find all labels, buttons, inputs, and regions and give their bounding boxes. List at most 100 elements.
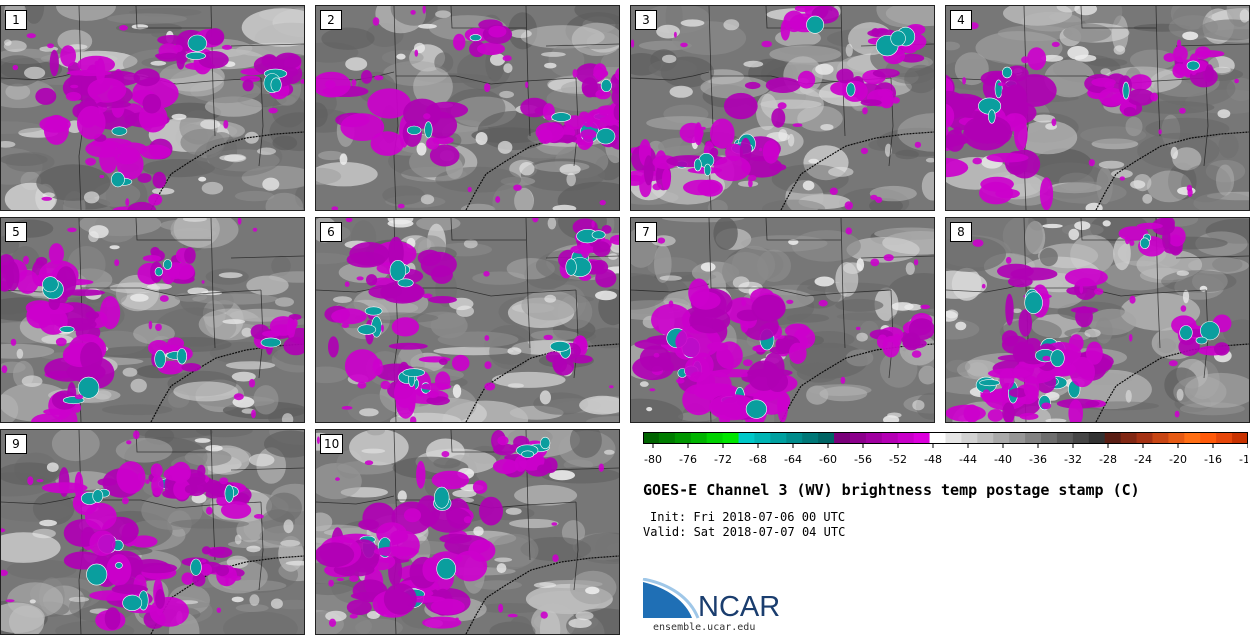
bright-cloud bbox=[194, 438, 211, 443]
scattered-cell bbox=[673, 31, 677, 38]
bright-cloud bbox=[539, 390, 551, 405]
bright-cloud bbox=[659, 275, 682, 281]
colorbar-swatch bbox=[961, 432, 978, 444]
convection-blob bbox=[181, 363, 201, 372]
scattered-cell bbox=[1088, 159, 1095, 167]
convection-blob bbox=[1129, 74, 1152, 91]
convection-blob bbox=[201, 546, 211, 555]
bright-cloud bbox=[568, 618, 592, 628]
member-label: 1 bbox=[5, 10, 27, 30]
cloud-texture bbox=[507, 616, 534, 634]
cloud-texture bbox=[1, 121, 44, 134]
scattered-cell bbox=[1, 365, 8, 374]
cloud-texture bbox=[874, 287, 899, 321]
bright-cloud bbox=[435, 10, 451, 18]
bright-cloud bbox=[552, 204, 577, 210]
scattered-cell bbox=[344, 281, 350, 287]
cold-cloud-core bbox=[389, 259, 407, 282]
bright-cloud bbox=[418, 23, 437, 29]
scattered-cell bbox=[883, 254, 894, 262]
convection-blob bbox=[431, 470, 470, 490]
bright-cloud bbox=[147, 283, 172, 290]
boundary-line bbox=[545, 43, 619, 47]
convection-blob bbox=[592, 241, 611, 257]
bright-cloud bbox=[905, 262, 915, 275]
boundary-line bbox=[258, 77, 264, 167]
boundary-line bbox=[525, 6, 531, 137]
bright-cloud bbox=[46, 462, 59, 472]
convection-blob bbox=[197, 464, 206, 477]
convection-blob bbox=[453, 33, 466, 51]
cloud-texture bbox=[1, 394, 19, 422]
scattered-cell bbox=[70, 84, 79, 89]
boundary-line bbox=[1203, 77, 1209, 167]
boundary-line bbox=[573, 501, 579, 591]
scattered-cell bbox=[201, 559, 207, 563]
colorbar: -80 -76 -72 -68 -64 -60 -56 -52 -48 -44 -40 -36 -32 -… bbox=[643, 432, 1248, 466]
cloud-texture bbox=[846, 237, 920, 263]
cold-cloud-core bbox=[270, 77, 282, 93]
bright-cloud bbox=[463, 239, 478, 249]
convection-blob bbox=[62, 289, 105, 296]
coastline bbox=[465, 555, 619, 634]
cloud-texture bbox=[266, 492, 302, 523]
cloud-texture bbox=[184, 448, 232, 467]
cold-cloud-core bbox=[1122, 81, 1130, 100]
cloud-texture bbox=[382, 185, 425, 205]
scattered-cell bbox=[372, 17, 380, 26]
cloud-texture bbox=[707, 199, 728, 210]
boundary-line bbox=[81, 287, 262, 297]
member-panel-8: 8 bbox=[945, 217, 1250, 423]
colorbar-tick-label: -48 bbox=[924, 453, 942, 466]
colorbar-tick-label: -40 bbox=[994, 453, 1012, 466]
convection-blob bbox=[836, 68, 854, 84]
cloud-texture bbox=[918, 365, 934, 385]
bright-cloud bbox=[912, 400, 925, 411]
convection-blob bbox=[946, 127, 949, 137]
cloud-texture bbox=[107, 13, 187, 24]
cloud-texture bbox=[579, 395, 619, 415]
convection-blob bbox=[797, 70, 816, 89]
convection-blob bbox=[631, 174, 645, 186]
boundary-line bbox=[1080, 6, 1156, 29]
convection-blob bbox=[615, 67, 619, 81]
cold-cloud-core bbox=[433, 486, 450, 509]
scattered-cell bbox=[870, 194, 878, 200]
boundary-line bbox=[396, 287, 577, 297]
convection-blob bbox=[882, 335, 900, 358]
bright-cloud bbox=[1074, 221, 1091, 231]
bright-cloud bbox=[280, 539, 301, 547]
bright-cloud bbox=[494, 557, 513, 563]
cloud-texture bbox=[1002, 218, 1043, 256]
convection-blob bbox=[426, 396, 450, 406]
cold-cloud-core bbox=[154, 267, 163, 277]
cloud-texture bbox=[1025, 220, 1046, 255]
scattered-cell bbox=[775, 334, 785, 339]
convection-blob bbox=[160, 344, 181, 352]
cloud-texture bbox=[1193, 192, 1249, 210]
cloud-texture bbox=[434, 52, 454, 73]
scattered-cell bbox=[237, 218, 242, 225]
convection-blob bbox=[340, 113, 385, 141]
convection-blob bbox=[766, 371, 789, 392]
satellite-map bbox=[316, 6, 619, 210]
cloud-texture bbox=[1212, 256, 1243, 272]
convection-blob bbox=[403, 508, 422, 523]
cloud-texture bbox=[868, 139, 901, 151]
bright-cloud bbox=[420, 194, 435, 205]
bright-cloud bbox=[262, 177, 280, 191]
cold-cloud-core bbox=[357, 324, 377, 335]
convection-blob bbox=[184, 247, 196, 264]
convection-blob bbox=[39, 116, 71, 133]
convection-blob bbox=[1019, 412, 1039, 420]
bright-cloud bbox=[575, 611, 594, 621]
scattered-cell bbox=[484, 83, 491, 93]
convection-blob bbox=[651, 303, 692, 336]
scattered-cell bbox=[201, 280, 205, 284]
bright-cloud bbox=[887, 412, 902, 418]
scattered-cell bbox=[145, 479, 150, 484]
convection-blob bbox=[422, 616, 462, 629]
scattered-cell bbox=[913, 259, 919, 266]
cloud-texture bbox=[5, 83, 31, 100]
bright-cloud bbox=[1213, 66, 1231, 74]
